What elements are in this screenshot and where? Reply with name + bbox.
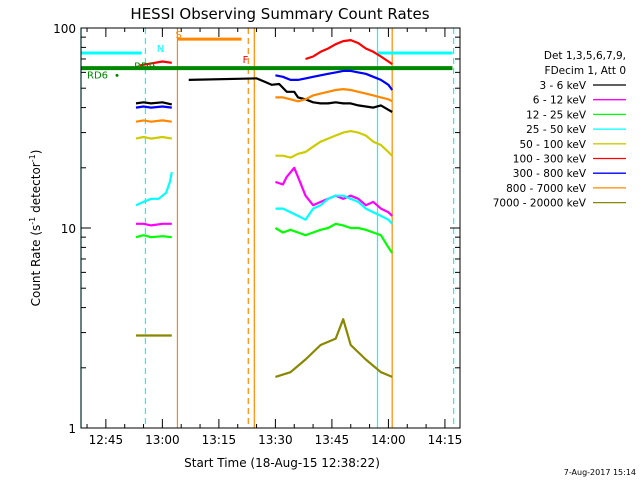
series-6-segment-0 [135,105,172,109]
x-tick-label-4: 13:45 [315,433,350,447]
flag-label-s: S [176,30,182,41]
legend-label-3: 25 - 50 keV [526,124,587,136]
series-lines [135,38,394,378]
series-2-segment-0 [135,234,172,239]
series-3-segment-0 [135,171,173,207]
rd6-marker [115,73,119,77]
x-axis-label: Start Time (18-Aug-15 12:38:22) [184,456,380,470]
axis-ticks: 12:45 13:00 13:15 13:30 13:45 14:00 14:15 1 10 10… [53,22,462,447]
legend-label-6: 300 - 800 keV [513,168,587,180]
legend-label-7: 800 - 7000 keV [506,183,587,195]
series-0-segment-1 [188,77,393,113]
chart-title: HESSI Observing Summary Count Rates [130,5,429,23]
flag-label-f: F [243,55,249,66]
x-tick-label-0: 12:45 [89,433,124,447]
legend-label-8: 7000 - 20000 keV [493,198,587,210]
x-tick-label-1: 13:00 [145,433,180,447]
flag-label-n: N [157,44,164,55]
flag-label-rd9: RD9 [134,62,155,73]
series-4-segment-0 [135,135,172,140]
legend-header-line-2: FDecim 1, Att 0 [545,65,626,77]
plot-frame [80,27,461,429]
legend-label-4: 50 - 100 keV [519,139,586,151]
legend-label-5: 100 - 300 keV [513,154,587,166]
legend-label-2: 12 - 25 keV [526,109,587,121]
legend-label-0: 3 - 6 keV [539,80,586,92]
legend-header-line-1: Det 1,3,5,6,7,9, [544,50,626,62]
x-tick-label-3: 13:30 [258,433,293,447]
flag-bars [81,37,453,71]
series-1-segment-0 [136,222,172,227]
flag-label-rd6: RD6 [87,70,108,81]
y-axis-label: Count Rate (s-1 detector-1) [28,150,43,307]
series-6-segment-1 [275,69,394,91]
flag-annotations: N S F RD9 RD6 [87,30,249,81]
series-1-segment-1 [275,166,393,217]
y-tick-label-1: 10 [61,222,76,236]
series-4-segment-1 [275,130,393,159]
series-3-segment-1 [275,194,394,225]
legend: Det 1,3,5,6,7,9, FDecim 1, Att 0 3 - 6 k… [493,50,626,210]
x-tick-label-5: 14:00 [371,433,406,447]
series-2-segment-1 [274,222,394,254]
series-7-segment-0 [135,119,172,123]
x-tick-label-2: 13:15 [202,433,237,447]
series-7-segment-1 [275,87,393,103]
legend-label-1: 6 - 12 keV [533,95,587,107]
y-tick-label-0: 1 [68,422,76,436]
series-5-segment-1 [305,38,393,66]
series-8-segment-1 [275,318,393,378]
y-tick-label-2: 100 [53,22,76,36]
x-tick-label-6: 14:15 [428,433,463,447]
vertical-marker-lines [80,28,455,428]
series-0-segment-0 [135,101,173,106]
footer-timestamp: 7-Aug-2017 15:14 [564,468,636,477]
series-5-segment-0 [139,60,172,67]
